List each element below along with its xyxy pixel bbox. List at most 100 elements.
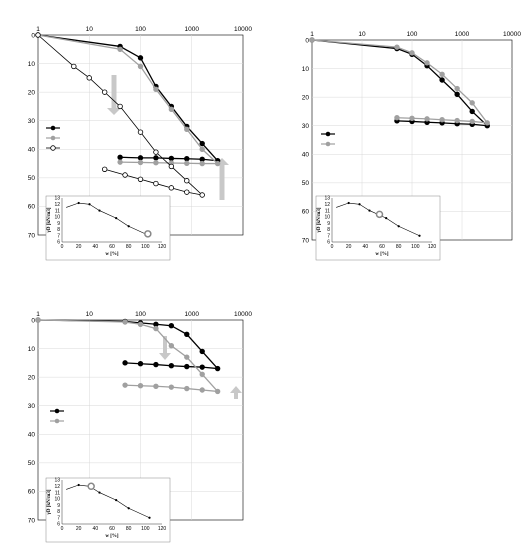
inset-y-tick: 12 bbox=[54, 484, 60, 490]
data-point bbox=[153, 180, 159, 187]
inset-point bbox=[368, 209, 371, 212]
panel-b: 1 10 100 1000 10000 0 10 20 30 40 50 60 70 0 20 40 60 80… bbox=[302, 31, 522, 261]
inset-point bbox=[77, 483, 80, 487]
inset-x-tick: 100 bbox=[141, 244, 150, 250]
data-point bbox=[168, 384, 175, 390]
inset-x-tick: 100 bbox=[411, 244, 420, 250]
y-tick-label: 30 bbox=[28, 403, 36, 410]
data-point bbox=[168, 185, 175, 191]
data-point bbox=[424, 116, 430, 122]
data-point bbox=[137, 159, 144, 166]
data-point bbox=[454, 91, 460, 97]
arrow-head bbox=[107, 108, 121, 115]
data-point bbox=[137, 55, 144, 61]
inset-x-tick: 80 bbox=[126, 244, 132, 250]
data-point bbox=[454, 117, 460, 124]
y-tick-label: 50 bbox=[28, 460, 36, 467]
panel-a-series bbox=[35, 32, 221, 198]
data-point bbox=[101, 89, 108, 95]
inset-y-tick: 13 bbox=[324, 196, 330, 202]
x-tick-label: 1 bbox=[36, 26, 40, 33]
data-point bbox=[122, 172, 128, 178]
inset-point bbox=[385, 217, 388, 220]
inset-y-tick: 10 bbox=[324, 215, 330, 221]
x-tick-label: 100 bbox=[135, 311, 146, 318]
y-tick-label: 10 bbox=[28, 346, 36, 353]
inset-y-tick: 11 bbox=[55, 208, 60, 214]
data-point bbox=[439, 117, 445, 123]
inset-y-tick: 13 bbox=[54, 196, 60, 202]
panel-c: 1 10 100 1000 10000 0 10 20 30 40 50 60 70 0 20 40 60 80… bbox=[28, 311, 252, 543]
inset-point bbox=[397, 225, 400, 228]
data-point bbox=[168, 323, 175, 329]
data-point bbox=[117, 103, 123, 110]
x-tick-label: 10000 bbox=[234, 311, 252, 318]
inset-y-tick: 10 bbox=[54, 215, 60, 221]
x-tick-label: 1 bbox=[36, 311, 40, 318]
panel-c-grid bbox=[38, 320, 243, 520]
data-point bbox=[439, 77, 445, 83]
data-point bbox=[168, 155, 175, 162]
inset-point bbox=[115, 217, 118, 220]
x-tick-label: 100 bbox=[135, 26, 146, 33]
data-point bbox=[35, 32, 41, 38]
series-line bbox=[311, 39, 489, 124]
data-point bbox=[117, 46, 123, 52]
data-point bbox=[484, 120, 490, 126]
inset-point bbox=[148, 516, 151, 519]
x-tick-label: 1000 bbox=[185, 311, 200, 318]
inset-point bbox=[347, 201, 350, 205]
x-tick-label: 10 bbox=[86, 311, 94, 318]
y-tick-label: 60 bbox=[28, 489, 36, 496]
data-point bbox=[71, 63, 77, 70]
data-point bbox=[153, 325, 159, 332]
y-tick-label: 70 bbox=[28, 232, 36, 239]
inset-y-tick: 8 bbox=[57, 227, 60, 233]
inset-x-tick: 60 bbox=[109, 244, 115, 250]
data-point bbox=[137, 383, 144, 389]
inset-frame bbox=[315, 195, 441, 261]
data-point bbox=[309, 37, 315, 43]
data-point bbox=[168, 343, 175, 349]
inset-x-tick: 100 bbox=[141, 526, 150, 532]
inset-point bbox=[98, 209, 101, 212]
data-point bbox=[199, 140, 205, 147]
series-line bbox=[37, 34, 204, 196]
panel-b-ticks: 1 10 100 1000 10000 0 10 20 30 40 50 60 70 bbox=[302, 31, 522, 244]
series-line bbox=[37, 319, 220, 393]
inset-y-tick: 6 bbox=[327, 240, 330, 246]
inset-point bbox=[127, 507, 130, 510]
y-tick-label: 20 bbox=[28, 374, 36, 381]
panel-a: 1 10 100 1000 10000 0 10 20 30 40 50 60 70 0 20 40 60 80… bbox=[28, 26, 252, 261]
data-point bbox=[101, 166, 108, 172]
inset-y-tick: 7 bbox=[57, 515, 60, 521]
panel-a-arrows bbox=[107, 75, 229, 200]
inset-point bbox=[98, 491, 101, 494]
inset-x-tick: 120 bbox=[158, 526, 167, 532]
y-tick-label: 60 bbox=[28, 204, 36, 211]
data-point bbox=[199, 146, 205, 152]
y-tick-label: 40 bbox=[28, 147, 36, 154]
inset-y-tick: 13 bbox=[54, 478, 60, 484]
panel-a-legend bbox=[46, 125, 60, 151]
inset-x-tick: 40 bbox=[93, 244, 99, 250]
inset-x-tick: 120 bbox=[158, 244, 167, 250]
inset-point bbox=[115, 499, 118, 502]
data-point bbox=[469, 100, 475, 106]
data-point bbox=[184, 189, 190, 195]
data-point bbox=[394, 115, 400, 121]
data-point bbox=[168, 363, 175, 369]
y-tick-label: 20 bbox=[28, 89, 36, 96]
series-line bbox=[311, 39, 490, 127]
inset-y-tick: 11 bbox=[55, 490, 60, 496]
inset-y-tick: 8 bbox=[327, 227, 330, 233]
inset-xlabel: w [%] bbox=[105, 534, 119, 539]
data-point bbox=[137, 129, 144, 135]
data-point bbox=[184, 178, 190, 184]
data-point bbox=[469, 118, 475, 125]
panel-b-series bbox=[309, 37, 490, 129]
data-point bbox=[137, 176, 144, 182]
y-tick-label: 0 bbox=[31, 32, 35, 39]
data-point bbox=[214, 365, 221, 372]
